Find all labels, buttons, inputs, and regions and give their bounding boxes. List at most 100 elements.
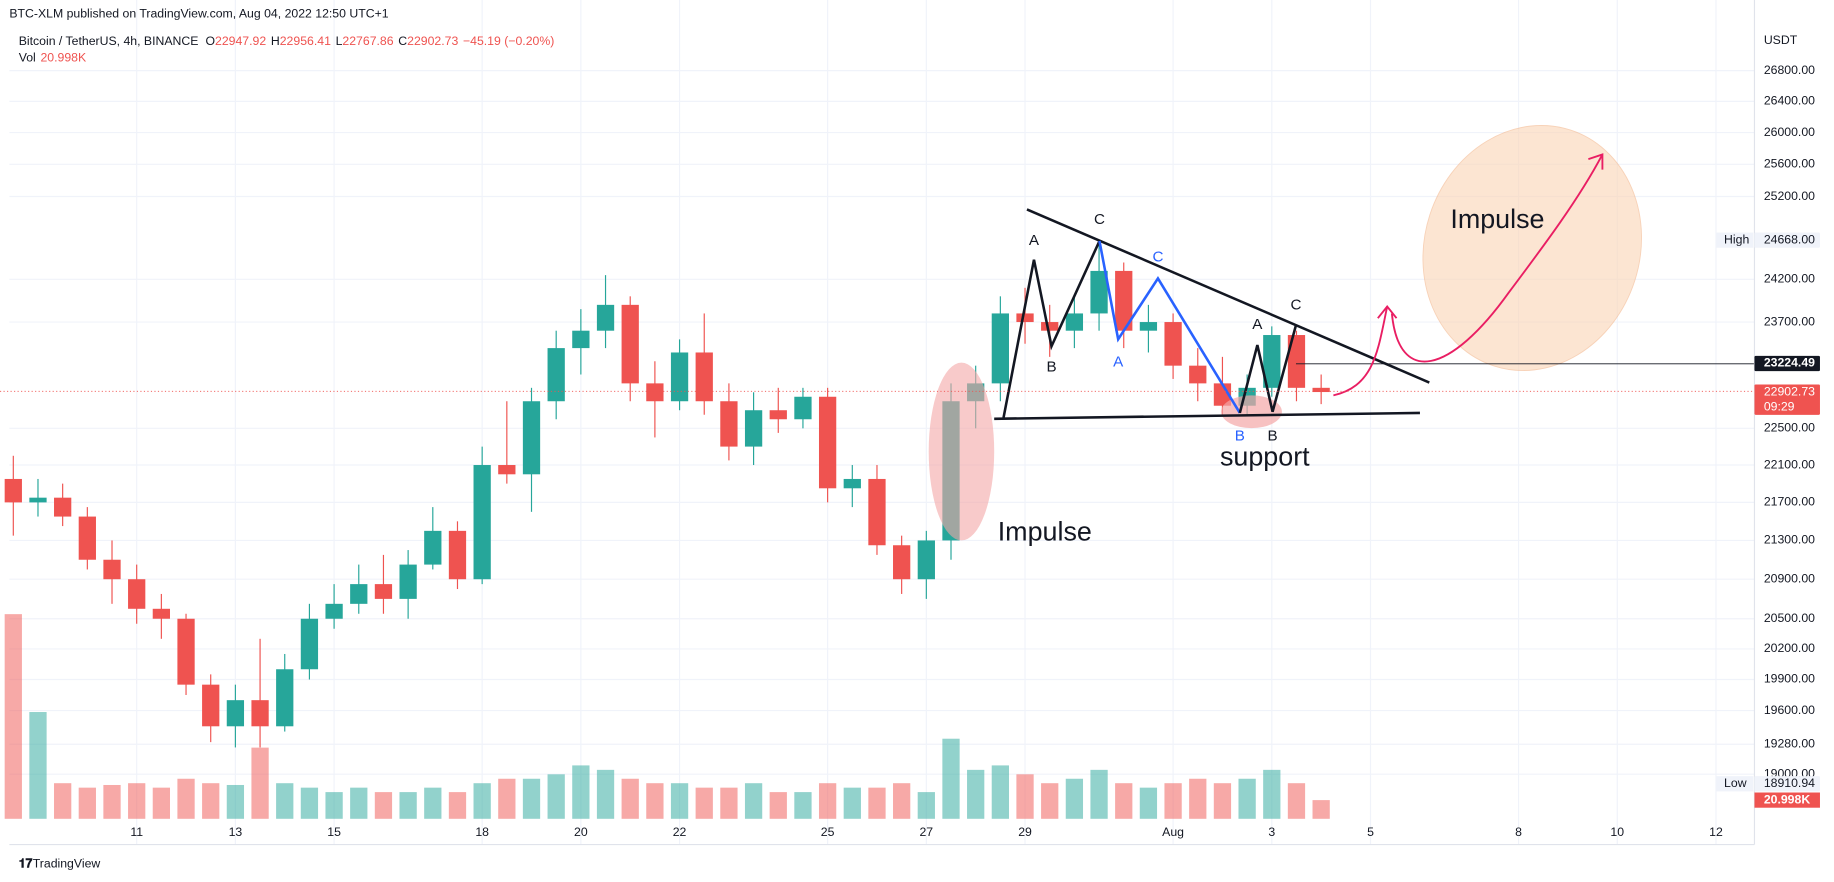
volume-bar <box>547 774 565 819</box>
candle-body <box>325 603 343 619</box>
y-tick-label: 21300.00 <box>1764 533 1815 547</box>
ohlc-value: 22902.73 <box>407 34 458 48</box>
candle-body <box>917 540 935 580</box>
candle-body <box>1164 322 1182 366</box>
y-tick-label: 20200.00 <box>1764 641 1815 655</box>
candle-body <box>78 516 96 560</box>
ohlc-value: 22947.92 <box>215 34 266 48</box>
candle-body <box>4 478 22 503</box>
ohlc-label: C <box>398 34 407 48</box>
y-tick-label: 23700.00 <box>1764 314 1815 328</box>
volume-bar <box>1041 783 1059 819</box>
volume-bar <box>967 769 985 819</box>
price-box-name-bg <box>1715 232 1754 248</box>
volume-bar <box>498 778 516 819</box>
volume-bar <box>646 783 664 819</box>
x-tick-label: 27 <box>919 825 933 839</box>
volume-bar <box>744 783 763 819</box>
candle-body <box>991 313 1009 384</box>
candle-body <box>744 410 763 447</box>
volume-pane <box>4 614 1330 819</box>
volume-bar <box>893 783 911 819</box>
candle-body <box>893 545 911 580</box>
candle-body <box>621 304 639 384</box>
candle-body <box>1213 383 1232 406</box>
price-box-label: 24668.00 <box>1764 232 1815 246</box>
candle-body <box>103 559 121 580</box>
price-box-label: 18910.94 <box>1764 776 1815 790</box>
x-tick-label: 22 <box>673 825 687 839</box>
candle-body <box>1287 335 1306 388</box>
volume-bar <box>1065 778 1084 819</box>
candle-body <box>448 530 467 580</box>
candle-body <box>695 352 713 402</box>
candle-body <box>350 584 368 604</box>
candle-body <box>251 700 269 727</box>
volume-bar <box>325 792 343 819</box>
arrow <box>1390 154 1604 363</box>
volume-bar <box>251 747 269 819</box>
volume-bar <box>1213 783 1232 819</box>
volume-bar <box>54 783 72 819</box>
volume-bar <box>794 792 812 819</box>
y-tick-label: 19600.00 <box>1764 703 1815 717</box>
candle-body <box>596 304 615 331</box>
wave-label: A <box>1029 232 1040 249</box>
change: −45.19 (−0.20%) <box>463 34 554 48</box>
wave-label: A <box>1113 354 1124 371</box>
candle-body <box>128 579 146 609</box>
volume-bar <box>769 792 787 819</box>
y-tick-label: 26000.00 <box>1764 125 1815 139</box>
candle-body <box>794 396 812 420</box>
countdown: 09:29 <box>1764 399 1795 413</box>
candle-body <box>1312 387 1330 393</box>
volume-bar <box>399 792 417 819</box>
arrow-head <box>1588 153 1604 170</box>
published-note: BTC-XLM published on TradingView.com, Au… <box>9 6 388 20</box>
x-tick-label: 11 <box>130 825 143 839</box>
annotation: Impulse <box>1450 204 1544 234</box>
candle-body <box>843 478 861 489</box>
volume-bar <box>1263 769 1281 819</box>
volume-bar <box>152 787 170 819</box>
x-tick-label: 8 <box>1515 825 1522 839</box>
volume-bar <box>1139 787 1158 819</box>
x-tick-label: 15 <box>327 825 341 839</box>
y-tick-label: 22500.00 <box>1764 421 1815 435</box>
candle-body <box>226 700 245 727</box>
volume-bar <box>128 783 146 819</box>
arrow-head <box>1377 304 1398 319</box>
symbol: Bitcoin / TetherUS, 4h, BINANCE <box>19 34 199 48</box>
volume-bar <box>1287 783 1306 819</box>
axes: 26800.00 26400.00 26000.00 25600.00 25200.00… <box>130 63 1820 839</box>
wave-line <box>1238 324 1298 414</box>
ohlc-value: 22956.41 <box>280 34 331 48</box>
x-tick-label: 20 <box>574 825 588 839</box>
volume-bar <box>818 783 837 819</box>
candle-body <box>547 348 565 402</box>
wave-label: B <box>1046 358 1056 375</box>
annotation: Impulse <box>998 517 1092 547</box>
candle-body <box>646 383 664 402</box>
wave-label: C <box>1290 296 1301 313</box>
candle-body <box>29 497 47 503</box>
x-tick-label: 29 <box>1018 825 1032 839</box>
x-tick-label: 25 <box>821 825 835 839</box>
ohlc-value: 22767.86 <box>342 34 393 48</box>
wave-label: B <box>1268 427 1278 444</box>
candle-body <box>1115 270 1133 331</box>
volume-bar <box>424 787 442 819</box>
candle-body <box>1090 270 1108 314</box>
drawings: A B C A C B A B C Impulse support Impuls… <box>928 125 1755 547</box>
price-box-label: 22902.73 <box>1764 384 1815 398</box>
volume-bar <box>473 783 491 819</box>
price-box <box>1754 232 1820 248</box>
x-tick-label: 3 <box>1268 825 1275 839</box>
candle-body <box>720 401 738 447</box>
candle-body <box>473 465 491 580</box>
vol-value: 20.998K <box>40 51 87 65</box>
candle-body <box>818 396 837 489</box>
volume-box <box>1754 792 1820 808</box>
volume-bar <box>177 778 195 819</box>
